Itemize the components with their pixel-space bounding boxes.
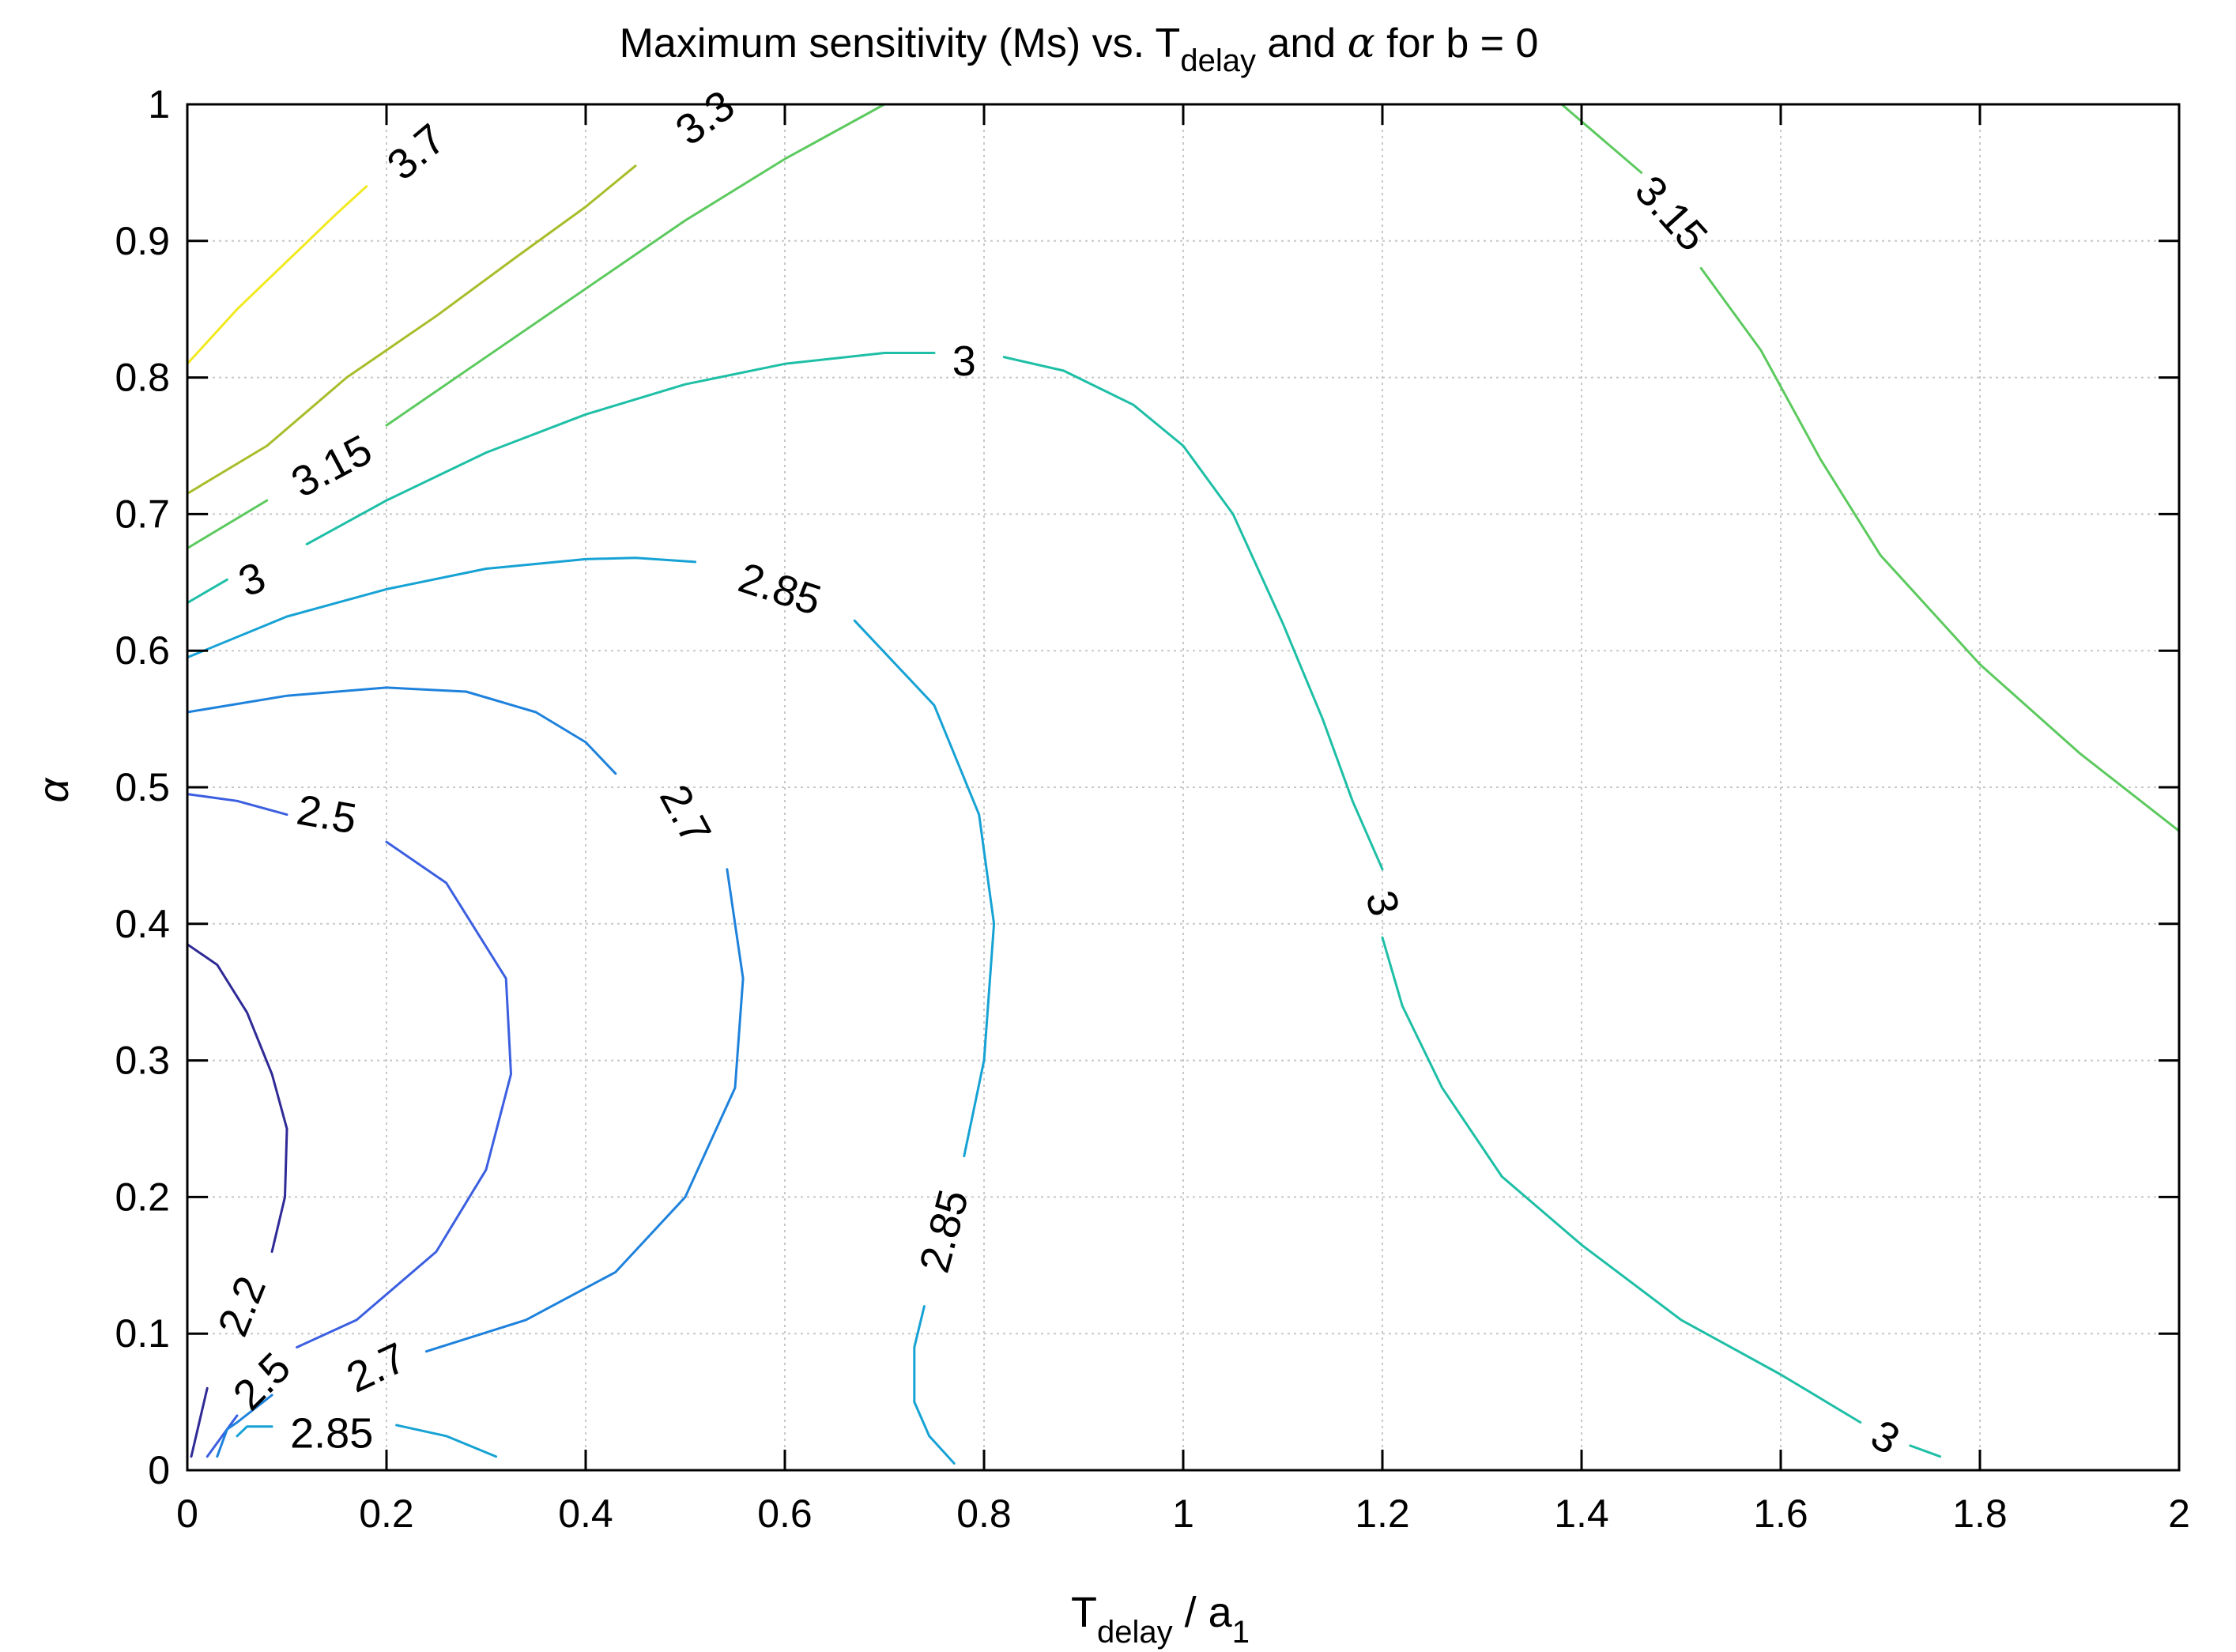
y-tick-label: 1 (148, 82, 170, 126)
y-tick-label: 0.6 (115, 628, 170, 673)
y-tick-label: 0 (148, 1448, 170, 1492)
contour-line-3-15 (1560, 103, 1643, 174)
contour-line-2-5 (186, 793, 288, 817)
axes (186, 103, 2181, 1472)
contour-line-3-7 (186, 185, 368, 365)
contour-line-3-3 (186, 164, 637, 495)
xlabel-sub2: 1 (1232, 1615, 1250, 1650)
contour-line-2-7 (186, 686, 617, 775)
contour-label: 3 (952, 338, 976, 385)
contour-line-3 (305, 352, 936, 545)
contour-line-2-85 (186, 556, 697, 659)
y-tick-label: 0.4 (115, 902, 170, 946)
x-tick-label: 2 (2168, 1492, 2190, 1536)
contour-line-3 (1381, 936, 1862, 1424)
x-tick-labels: 0 0.2 0.4 0.6 0.8 1 1.2 1.4 1.6 1.8 2 (176, 1492, 2190, 1536)
contour-line-3 (186, 578, 228, 605)
xlabel-main: T (1071, 1589, 1097, 1636)
x-tick-label: 1.2 (1355, 1492, 1410, 1536)
xlabel-sub: delay (1097, 1615, 1173, 1650)
chart-title: Maximum sensitivity (Ms) vs. Tdelay and … (620, 20, 1539, 78)
contour-line-3-15 (385, 103, 886, 427)
contour-lines (186, 103, 2181, 1465)
x-tick-label: 0 (176, 1492, 198, 1536)
title-tail: for b = 0 (1375, 21, 1539, 66)
contour-line-2-7 (216, 1394, 273, 1458)
x-axis-label: Tdelay / a1 (1071, 1589, 1250, 1650)
contour-line-2-85 (913, 1305, 956, 1465)
y-tick-label: 0.5 (115, 765, 170, 809)
contour-line-2-2 (186, 943, 288, 1253)
contour-line-2-5 (206, 1414, 239, 1458)
contour-label: 2.5 (293, 786, 360, 843)
title-suffix: and (1256, 21, 1348, 66)
y-tick-label: 0.7 (115, 492, 170, 536)
x-tick-label: 0.2 (359, 1492, 414, 1536)
x-tick-label: 0.4 (558, 1492, 613, 1536)
title-sub: delay (1180, 43, 1256, 78)
contour-line-3-15 (186, 499, 269, 550)
y-axis-label: α (30, 776, 77, 802)
y-tick-label: 0.3 (115, 1039, 170, 1083)
x-tick-label: 1.4 (1554, 1492, 1609, 1536)
grid (187, 104, 2179, 1470)
contour-label: 2.85 (290, 1409, 373, 1457)
y-tick-label: 0.9 (115, 219, 170, 263)
title-symbol: α (1348, 20, 1375, 67)
x-tick-label: 1 (1172, 1492, 1194, 1536)
contour-line-2-2 (190, 1386, 209, 1458)
xlabel-mid: / a (1173, 1589, 1233, 1636)
contour-line-2-85 (395, 1424, 498, 1458)
contour-line-3 (1909, 1444, 1942, 1458)
y-tick-label: 0.2 (115, 1175, 170, 1219)
y-tick-label: 0.8 (115, 356, 170, 400)
y-tick-label: 0.1 (115, 1311, 170, 1356)
contour-line-3 (1002, 356, 1384, 871)
x-tick-label: 1.6 (1753, 1492, 1808, 1536)
contour-line-2-5 (296, 840, 512, 1348)
x-tick-label: 1.8 (1952, 1492, 2008, 1536)
x-tick-label: 0.8 (956, 1492, 1012, 1536)
contour-line-2-85 (853, 619, 996, 1158)
contour-line-3-15 (1699, 266, 2181, 832)
x-tick-label: 0.6 (757, 1492, 813, 1536)
y-tick-labels: 0 0.1 0.2 0.3 0.4 0.5 0.6 0.7 0.8 0.9 1 (115, 82, 170, 1492)
contour-line-2-7 (424, 868, 745, 1353)
contour-line-2-85 (236, 1425, 273, 1438)
title-main: Maximum sensitivity (Ms) vs. T (620, 21, 1181, 66)
